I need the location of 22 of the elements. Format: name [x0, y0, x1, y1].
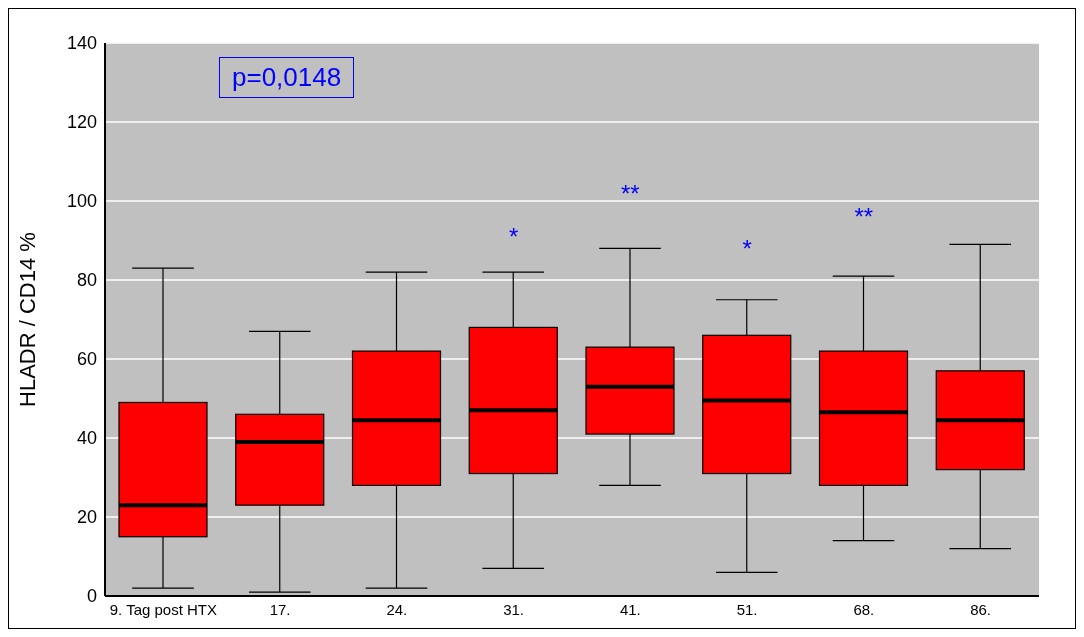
- y-tick-label: 0: [86, 586, 97, 607]
- annotation: **: [621, 179, 640, 207]
- y-tick-label: 20: [76, 507, 97, 528]
- y-axis-title: HLADR / CD14 %: [14, 232, 40, 407]
- annotation: p=0,0148: [219, 57, 355, 98]
- y-tick-label: 60: [76, 349, 97, 370]
- x-tick-label: 41.: [619, 600, 641, 618]
- x-tick-label: 51.: [736, 600, 758, 618]
- annotation: *: [742, 234, 752, 262]
- y-tick-label: 140: [66, 33, 97, 54]
- x-tick-label: 68.: [853, 600, 875, 618]
- y-tick-label: 120: [66, 112, 97, 133]
- x-tick-label: 24.: [386, 600, 408, 618]
- y-tick-label: 100: [66, 191, 97, 212]
- annotation: *: [508, 223, 519, 251]
- x-tick-label: 31.: [503, 600, 525, 618]
- y-tick-label: 40: [76, 428, 97, 449]
- y-tick-label: 80: [76, 270, 97, 291]
- x-tick-label: 86.: [970, 600, 992, 618]
- x-tick-label: 17.: [269, 600, 291, 618]
- x-tick-label: 9. Tag post HTX: [109, 600, 218, 618]
- annotation: **: [854, 203, 874, 231]
